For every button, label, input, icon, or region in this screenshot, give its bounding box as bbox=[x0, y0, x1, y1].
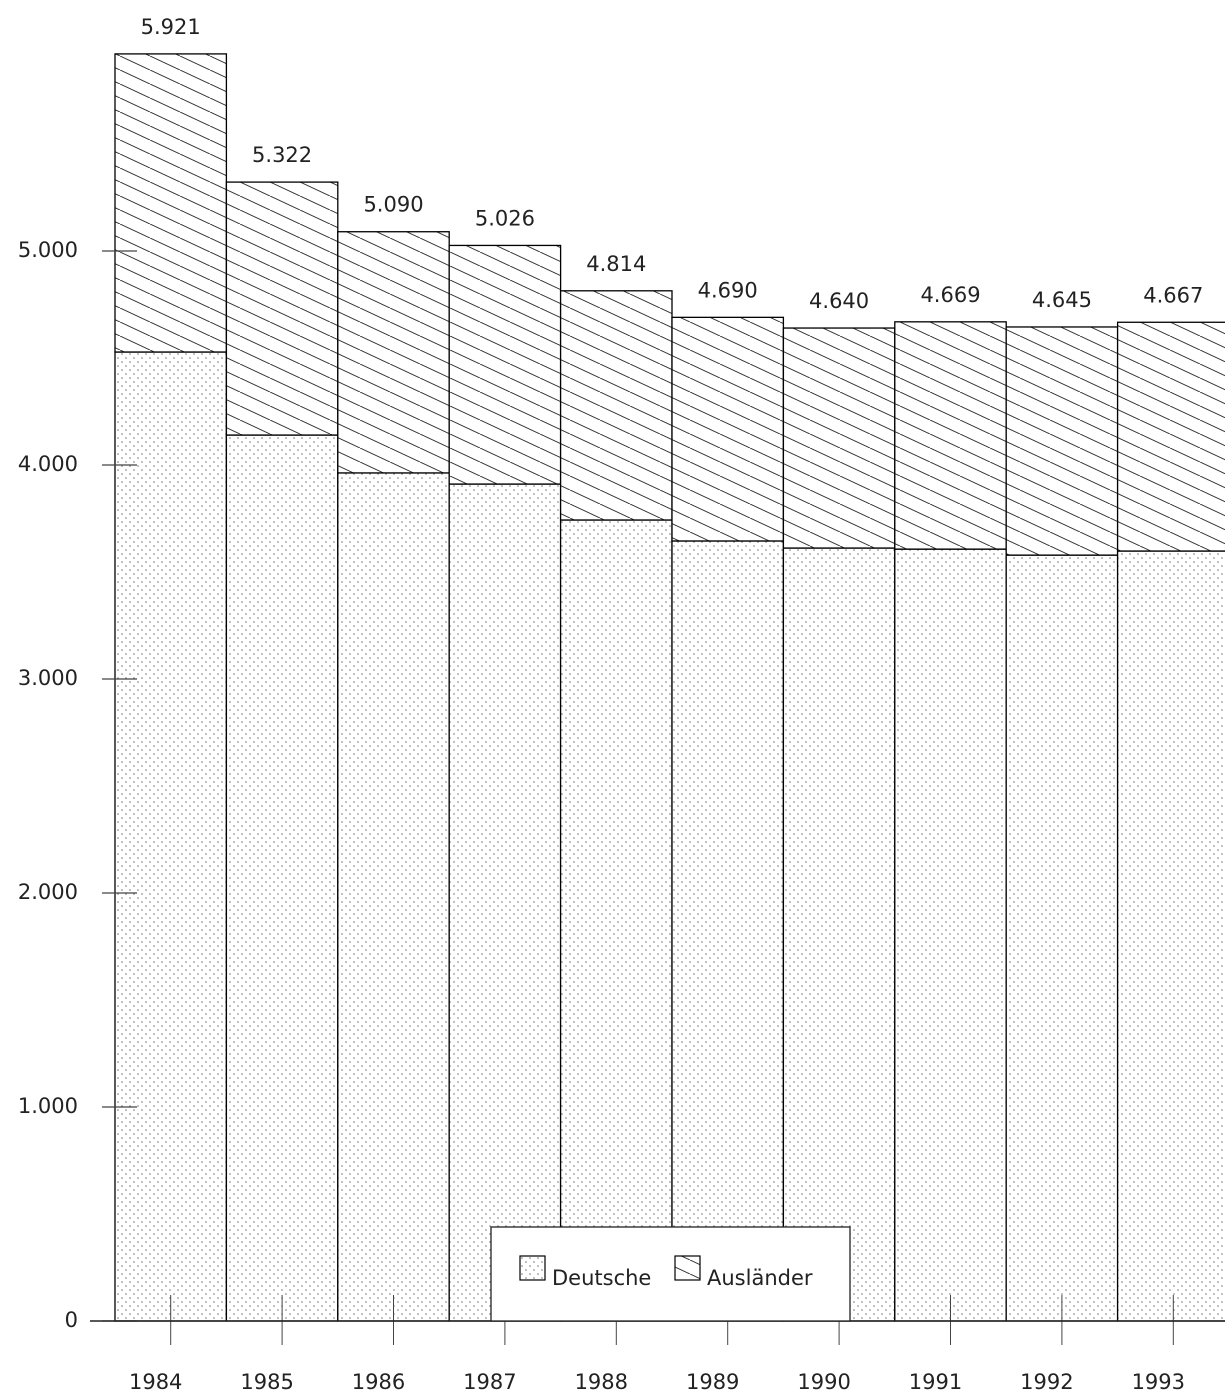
bar-segment bbox=[448, 244, 562, 485]
total-label: 5.090 bbox=[363, 193, 423, 217]
bar-segment bbox=[448, 483, 562, 1322]
total-label: 4.814 bbox=[586, 252, 646, 276]
total-label: 5.921 bbox=[141, 15, 201, 39]
y-tick-label: 3.000 bbox=[18, 666, 78, 690]
bar-segment bbox=[337, 231, 450, 474]
bar-segment bbox=[114, 351, 228, 1322]
bar-segment bbox=[671, 316, 785, 542]
total-label: 4.667 bbox=[1143, 283, 1203, 307]
total-label: 5.322 bbox=[252, 143, 312, 167]
bar-segment bbox=[782, 547, 896, 1322]
bar-segment bbox=[1116, 550, 1225, 1322]
y-tick-label: 0 bbox=[65, 1308, 78, 1332]
legend-box bbox=[490, 1226, 851, 1322]
x-tick-label: 1990 bbox=[797, 1370, 850, 1394]
bar-segment bbox=[782, 327, 896, 549]
bar-segment bbox=[559, 519, 673, 1322]
bar-segment bbox=[1116, 321, 1225, 552]
bar-segment bbox=[1005, 554, 1119, 1322]
legend-label: Deutsche bbox=[552, 1266, 651, 1290]
x-tick-label: 1989 bbox=[686, 1370, 739, 1394]
legend-swatch bbox=[519, 1255, 546, 1281]
y-tick-label: 1.000 bbox=[18, 1094, 78, 1118]
x-tick-label: 1985 bbox=[240, 1370, 293, 1394]
total-label: 4.645 bbox=[1032, 288, 1092, 312]
x-tick-label: 1992 bbox=[1020, 1370, 1073, 1394]
legend-label: Ausländer bbox=[707, 1266, 813, 1290]
bar-segment bbox=[114, 53, 228, 353]
x-tick-label: 1993 bbox=[1132, 1370, 1185, 1394]
bar-segment bbox=[894, 548, 1007, 1322]
bar-segment bbox=[1005, 326, 1119, 556]
x-tick-label: 1988 bbox=[575, 1370, 628, 1394]
y-tick-label: 5.000 bbox=[18, 238, 78, 262]
bar-segment bbox=[559, 290, 673, 521]
bar-segment bbox=[894, 321, 1007, 550]
total-label: 4.640 bbox=[809, 289, 869, 313]
x-tick-label: 1986 bbox=[352, 1370, 405, 1394]
bar-segment bbox=[671, 540, 785, 1322]
x-tick-label: 1991 bbox=[909, 1370, 962, 1394]
bar-segment bbox=[225, 181, 339, 436]
x-tick-label: 1987 bbox=[463, 1370, 516, 1394]
bar-segment bbox=[225, 434, 339, 1322]
total-label: 5.026 bbox=[475, 206, 535, 230]
total-label: 4.669 bbox=[920, 283, 980, 307]
x-tick-label: 1984 bbox=[129, 1370, 182, 1394]
y-tick-label: 2.000 bbox=[18, 880, 78, 904]
total-label: 4.690 bbox=[698, 278, 758, 302]
y-tick-label: 4.000 bbox=[18, 452, 78, 476]
legend-swatch bbox=[674, 1255, 701, 1281]
bar-segment bbox=[337, 472, 450, 1322]
